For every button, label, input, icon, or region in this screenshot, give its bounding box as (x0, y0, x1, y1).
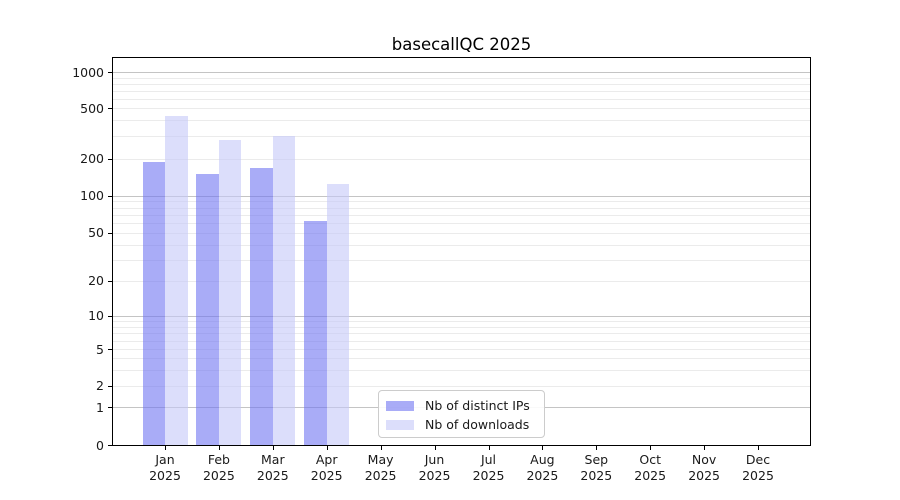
y-tick-label-1000: 1000 (72, 64, 104, 80)
x-tick-label-feb-2025: Feb 2025 (202, 452, 235, 483)
gridline-minor-300 (113, 136, 810, 138)
x-tick-label-mar-2025: Mar 2025 (256, 452, 289, 483)
gridline-minor-70 (113, 214, 810, 216)
gridline-major-1000 (113, 72, 810, 74)
x-tick-mark-dec-2025 (758, 446, 759, 450)
y-tick-mark-20 (108, 280, 112, 282)
bar-nb-of-downloads-mar-2025 (272, 136, 296, 445)
x-tick-mark-nov-2025 (704, 446, 706, 450)
gridline-minor-200 (113, 158, 810, 160)
legend-label-downloads: Nb of downloads (425, 417, 530, 432)
x-tick-mark-oct-2025 (650, 446, 652, 450)
x-tick-label-may-2025: May 2025 (364, 452, 397, 483)
x-tick-label-nov-2025: Nov 2025 (688, 452, 720, 483)
legend-row: Nb of downloads (386, 415, 544, 434)
bar-nb-of-downloads-feb-2025 (218, 140, 242, 445)
bar-nb-of-downloads-jan-2025 (165, 116, 188, 445)
gridline-minor-5 (113, 349, 810, 351)
gridline-minor-80 (113, 207, 810, 209)
y-tick-label-20: 20 (88, 273, 104, 289)
x-tick-label-apr-2025: Apr 2025 (310, 452, 343, 483)
gridline-minor-7 (113, 333, 810, 334)
y-tick-mark-500 (108, 108, 112, 109)
gridline-minor-600 (113, 98, 810, 100)
x-tick-label-sep-2025: Sep 2025 (580, 452, 613, 483)
legend: Nb of distinct IPs Nb of downloads (378, 390, 545, 438)
gridline-minor-90 (113, 201, 810, 203)
y-tick-mark-0 (108, 445, 112, 446)
y-tick-label-0: 0 (96, 437, 104, 453)
legend-label-distinct-ips: Nb of distinct IPs (425, 398, 530, 413)
gridline-minor-9 (113, 321, 810, 322)
chart-title: basecallQC 2025 (391, 35, 532, 54)
gridline-minor-30 (113, 259, 810, 261)
y-tick-label-200: 200 (80, 151, 104, 167)
y-tick-mark-100 (108, 195, 112, 197)
gridline-minor-6 (113, 340, 810, 342)
gridline-minor-2 (113, 385, 810, 387)
gridline-minor-500 (113, 108, 810, 109)
x-tick-mark-jan-2025 (165, 446, 166, 450)
y-tick-label-5: 5 (96, 341, 104, 357)
y-tick-mark-2 (108, 385, 112, 387)
plot-area (112, 57, 811, 446)
gridline-minor-4 (113, 358, 810, 360)
y-tick-mark-200 (108, 158, 112, 160)
x-tick-mark-feb-2025 (218, 446, 220, 450)
legend-row: Nb of distinct IPs (386, 396, 544, 415)
gridline-minor-50 (113, 232, 810, 234)
gridline-major-100 (113, 195, 810, 197)
x-tick-mark-may-2025 (380, 446, 382, 450)
gridline-minor-900 (113, 77, 810, 79)
bar-nb-of-downloads-apr-2025 (326, 183, 350, 445)
bar-nb-of-distinct-ips-apr-2025 (304, 221, 327, 445)
gridline-minor-700 (113, 90, 810, 92)
x-tick-mark-sep-2025 (596, 446, 598, 450)
y-tick-mark-1 (108, 407, 112, 409)
x-tick-mark-apr-2025 (326, 446, 328, 450)
bar-nb-of-distinct-ips-feb-2025 (196, 174, 219, 445)
y-tick-label-2: 2 (96, 378, 104, 394)
gridline-minor-3 (113, 369, 810, 371)
x-tick-label-jan-2025: Jan 2025 (149, 452, 181, 483)
x-tick-mark-jun-2025 (434, 446, 436, 450)
gridline-minor-400 (113, 120, 810, 122)
legend-swatch-distinct-ips (386, 400, 414, 411)
y-tick-label-1: 1 (96, 399, 104, 415)
y-tick-label-10: 10 (88, 308, 104, 324)
bar-nb-of-distinct-ips-jan-2025 (142, 161, 165, 445)
y-tick-mark-50 (108, 232, 112, 234)
gridline-minor-800 (113, 83, 810, 85)
gridline-minor-20 (113, 280, 810, 282)
x-tick-mark-aug-2025 (542, 446, 544, 450)
x-tick-label-dec-2025: Dec 2025 (742, 452, 774, 483)
x-tick-label-jul-2025: Jul 2025 (472, 452, 505, 483)
y-tick-label-500: 500 (80, 100, 104, 116)
bar-nb-of-distinct-ips-mar-2025 (250, 168, 273, 445)
x-tick-label-oct-2025: Oct 2025 (634, 452, 667, 483)
y-tick-mark-5 (108, 349, 112, 351)
y-tick-label-100: 100 (80, 188, 104, 204)
legend-swatch-downloads (386, 419, 414, 430)
gridline-minor-60 (113, 223, 810, 225)
x-tick-mark-jul-2025 (488, 446, 490, 450)
y-tick-label-50: 50 (88, 225, 104, 241)
x-tick-label-jun-2025: Jun 2025 (418, 452, 451, 483)
gridline-minor-40 (113, 244, 810, 246)
x-tick-mark-mar-2025 (272, 446, 274, 450)
y-tick-mark-10 (108, 315, 112, 317)
gridline-major-10 (113, 315, 810, 317)
gridline-minor-8 (113, 326, 810, 328)
y-tick-mark-1000 (108, 72, 112, 74)
x-tick-label-aug-2025: Aug 2025 (526, 452, 559, 483)
